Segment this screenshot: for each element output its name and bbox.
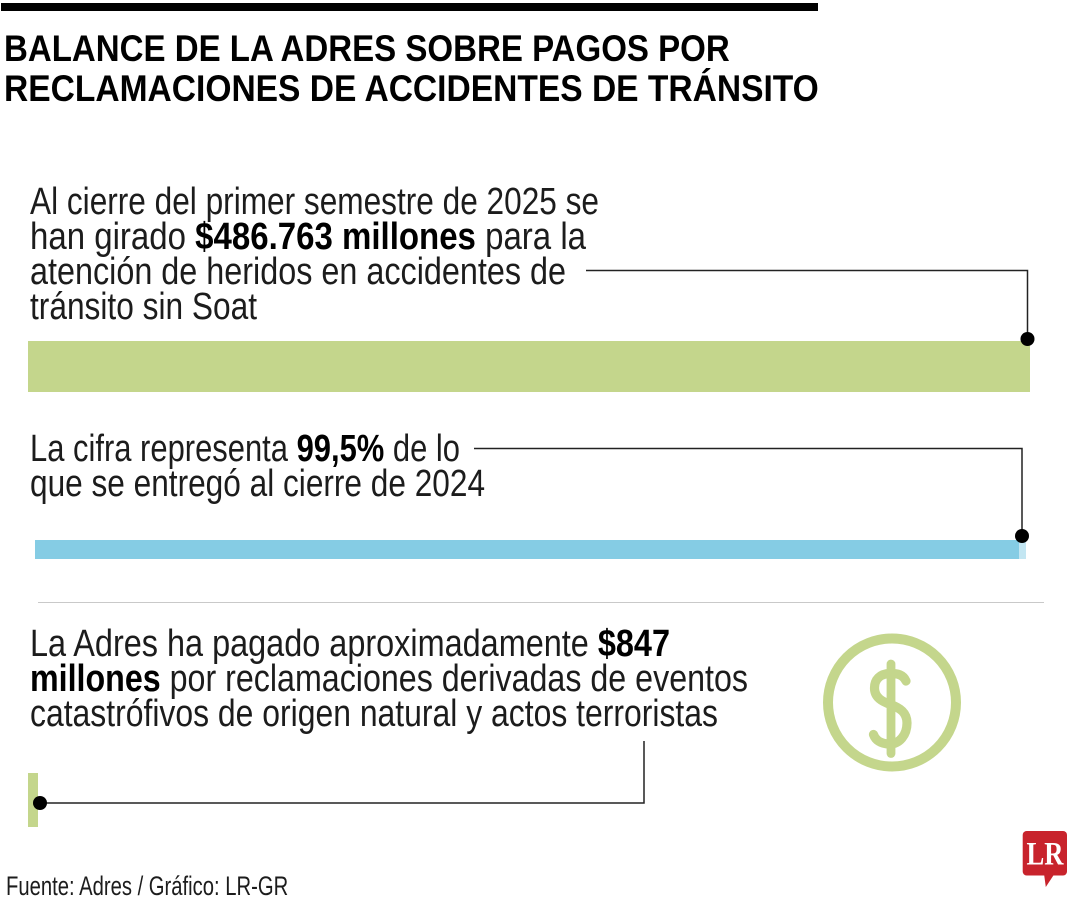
svg-text:LR: LR <box>1027 837 1065 873</box>
